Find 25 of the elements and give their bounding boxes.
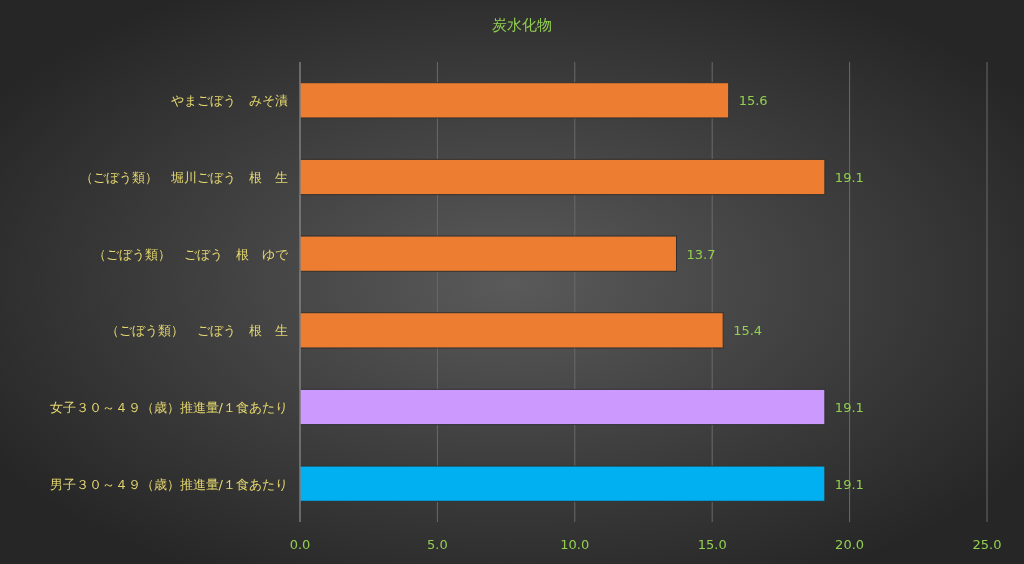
bar (299, 158, 826, 196)
chart-title: 炭水化物 (492, 16, 552, 34)
x-tick-label: 20.0 (835, 537, 865, 552)
bar (299, 388, 826, 426)
x-tick-label: 15.0 (697, 537, 727, 552)
data-label: 19.1 (834, 476, 864, 492)
bar (299, 312, 724, 349)
y-tick-label: 女子３０～４９（歳）推進量/１食あたり (49, 400, 288, 415)
y-tick-label: （ごぼう類） ごぼう 根 生 (106, 323, 288, 339)
data-label: 19.1 (834, 170, 864, 185)
y-tick-label: 男子３０～４９（歳）推進量/１食あたり (49, 476, 288, 492)
x-tick-label: 0.0 (289, 537, 311, 552)
x-tick-label: 5.0 (427, 537, 448, 552)
y-tick-label: （ごぼう類） 堀川ごぼう 根 生 (80, 170, 288, 185)
data-label: 13.7 (686, 246, 716, 262)
bar (299, 82, 730, 119)
x-tick-label: 25.0 (972, 537, 1002, 552)
bar (299, 235, 677, 272)
data-label: 15.6 (738, 93, 768, 109)
x-tick-label: 10.0 (560, 537, 590, 552)
y-tick-label: やまごぼう みそ漬 (171, 93, 288, 109)
data-label: 15.4 (733, 323, 763, 339)
data-label: 19.1 (834, 400, 864, 415)
y-tick-label: （ごぼう類） ごぼう 根 ゆで (93, 246, 289, 262)
bar (299, 465, 826, 502)
